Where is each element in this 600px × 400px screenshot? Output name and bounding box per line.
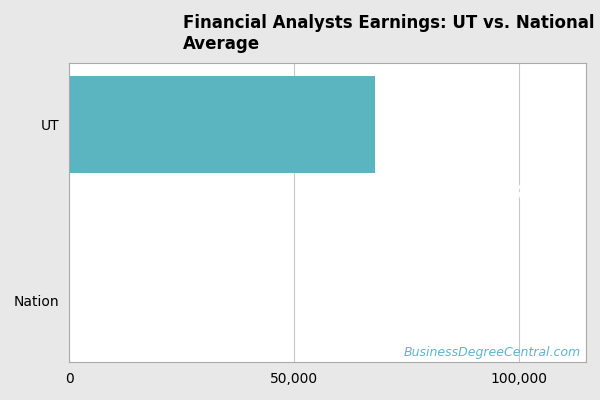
Bar xyxy=(69,76,375,173)
Text: 杠杠炒股票 国际航协：6月全球航空客运总量增长9.1%，客座率达85%: 杠杠炒股票 国际航协：6月全球航空客运总量增长9.1%，客座率达85% xyxy=(73,183,527,203)
Text: Financial Analysts Earnings: UT vs. National
Average: Financial Analysts Earnings: UT vs. Nati… xyxy=(183,14,595,53)
Text: BusinessDegreeCentral.com: BusinessDegreeCentral.com xyxy=(404,346,581,359)
